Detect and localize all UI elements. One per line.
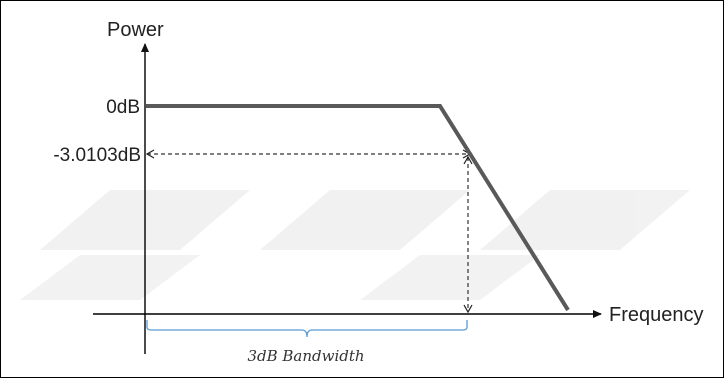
y-axis-label: Power [107,19,164,41]
bandwidth-brace [146,320,468,338]
background-watermark [20,190,690,300]
minus-three-db-label: -3.0103dB [53,145,141,166]
zero-db-label: 0dB [106,97,140,118]
frequency-response-curve [146,104,570,312]
x-axis-label: Frequency [609,304,704,326]
bandwidth-label: 3dB Bandwidth [247,347,364,365]
